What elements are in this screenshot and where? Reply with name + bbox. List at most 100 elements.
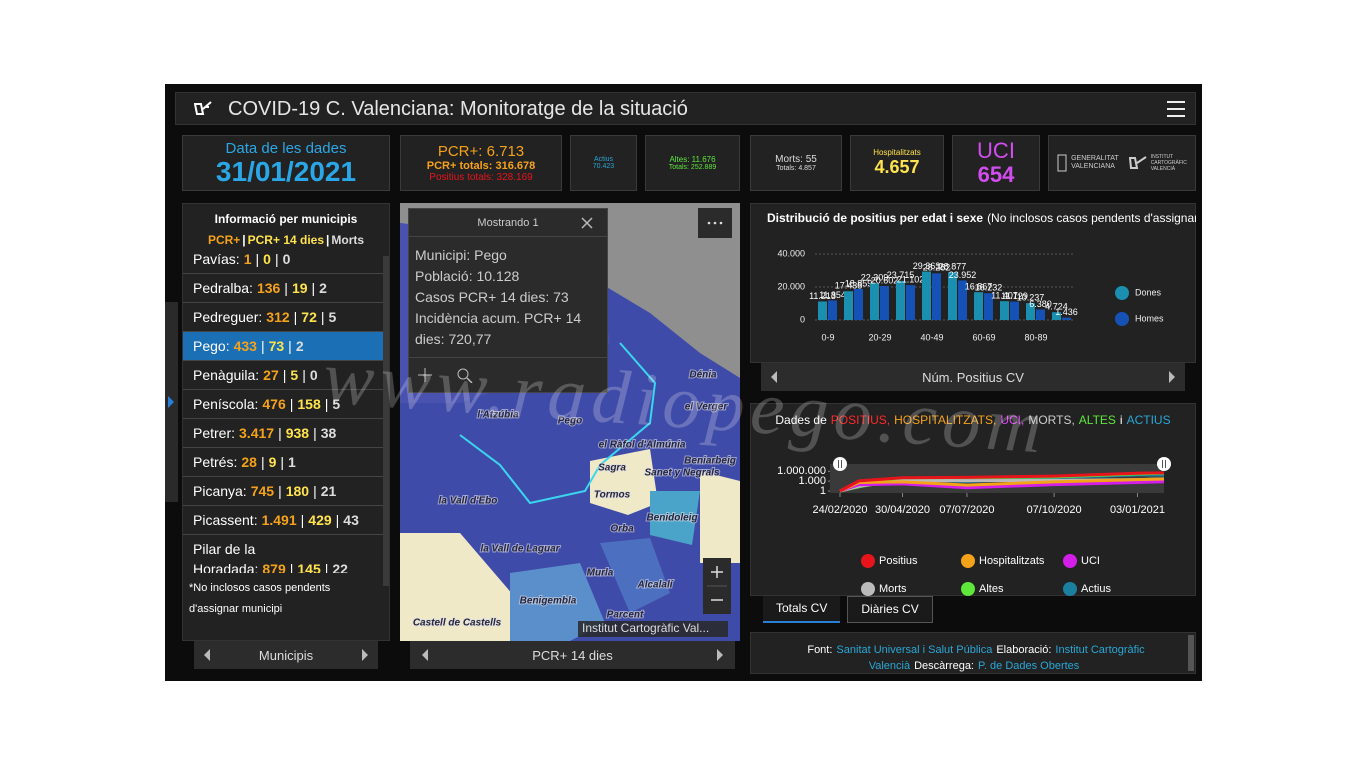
morts-total: Totals: 4.857 [776,165,816,172]
altes-today: Altes: 11.676 [669,155,716,164]
menu-button[interactable] [1166,100,1186,118]
value-label: 28.282 [923,263,951,273]
map-label: Alcalalí [636,580,673,591]
chart-title-main: Distribució de positius per edat i sexe [767,211,983,225]
separator: | [280,454,285,470]
legend-marker [1115,286,1129,300]
hosp-value: 4.657 [874,157,920,177]
municipalities-footer: Municipis [194,641,378,669]
bar [1052,312,1061,320]
deaths-value: 21 [320,483,337,499]
map-label: la Vall de Laguar [480,544,560,555]
next-button[interactable] [362,649,368,661]
municipality-name: Pilar de la Horadada: [193,541,259,573]
popup-line: Població: 10.128 [415,268,520,284]
title-part: HOSPITALITZATS, [894,413,996,427]
separator: | [278,483,282,499]
value-label: 11.407 [991,291,1018,301]
prev-button[interactable] [422,649,428,661]
municipality-row[interactable]: Picassent: 1.491 | 429 | 43 [183,506,383,535]
uci-label: UCI [977,138,1015,163]
slider-handle[interactable] [833,457,847,471]
map[interactable]: Dénia el Verger l'Atzúbia Pego el Ràfol d'Al… [400,203,740,641]
value-label: 16.232 [975,283,1003,293]
gva-text: GENERALITAT VALENCIANA [1071,155,1119,171]
actius-card: Actius 70.423 [570,135,637,191]
pcr-value: 879 [262,561,286,573]
scrollbar[interactable] [383,256,389,586]
municipality-row[interactable]: Pedralba: 136 | 19 | 2 [183,274,383,303]
municipality-row[interactable]: Pedreguer: 312 | 72 | 5 [183,303,383,332]
municipality-row[interactable]: Picanya: 745 | 180 | 21 [183,477,383,506]
next-button[interactable] [1169,371,1175,383]
y-tick-label: 1.000.000 [777,465,826,477]
value-label: 1.436 [1055,307,1078,317]
value-label: 6.380 [1029,299,1052,309]
more-button[interactable] [698,208,732,238]
municipality-row[interactable]: Petrés: 28 | 9 | 1 [183,448,383,477]
source-link[interactable]: Sanitat Universal i Salut Pública [836,644,993,656]
pcr14-value: 9 [268,454,277,470]
municipality-row[interactable]: Pavías: 1 | 0 | 0 [183,251,383,274]
municipalities-title: Informació per municipis [214,212,358,226]
municipality-name: Pego: [193,338,230,354]
municipality-name: Petrés: [193,454,238,470]
deaths-value: 0 [309,367,318,383]
side-tab-arrow [168,396,174,408]
pcr-value: 136 [256,280,281,296]
separator: | [313,483,317,499]
tab[interactable]: Diàries CV [847,596,933,623]
map-label: la Vall d'Ebo [439,496,498,507]
legend-label: Morts [879,583,907,595]
bar [984,293,993,320]
value-label: 4.724 [1045,302,1068,312]
app-title: COVID-19 C. Valenciana: Monitoratge de l… [228,98,688,120]
source-link[interactable]: Institut Cartogràfic Valencià [868,644,1145,672]
slider-grip [838,460,842,468]
pcr14-value: 180 [285,483,310,499]
municipality-name: Peníscola: [193,396,259,412]
date-card: Data de les dades 31/01/2021 [182,135,390,191]
next-button[interactable] [717,649,723,661]
icv-icon [1128,156,1147,169]
tab[interactable]: Totals CV [763,596,841,623]
bar-chart: Distribució de positius per edat i sexe (… [767,211,1196,342]
source-link[interactable]: P. de Dades Obertes [978,660,1080,672]
municipality-row[interactable]: Penàguila: 27 | 5 | 0 [183,361,383,390]
value-label: 18.859 [845,278,873,288]
deaths-value: 0 [282,251,291,267]
municipality-row[interactable]: Pilar de la Horadada: 879 | 145 | 22 [183,535,383,573]
popup-tools[interactable] [417,367,477,383]
legend-label: Actius [1081,583,1111,595]
x-tick-label: 0-9 [821,332,834,342]
value-label: 28.877 [939,262,967,272]
slider-handle[interactable] [1157,457,1171,471]
source-panel: Font: Sanitat Universal i Salut Pública El… [750,632,1196,674]
zoom-control[interactable] [703,558,731,614]
positives-total: Positius totals: 328.169 [429,172,533,183]
bar [854,288,863,320]
legend-label: Hospitalitzats [979,555,1045,567]
header-bar: COVID-19 C. Valenciana: Monitoratge de l… [175,92,1196,125]
municipality-row[interactable]: Peníscola: 476 | 158 | 5 [183,390,383,419]
prev-button[interactable] [204,649,210,661]
chart-subtitle: (No inclosos casos pendents d'assignar) [987,211,1196,225]
pcr14-value: 19 [291,280,308,296]
tabs: Totals CV Diàries CV [763,596,933,623]
separator: | [289,396,294,412]
deaths-value: 38 [320,425,337,441]
prev-button[interactable] [771,371,777,383]
side-tab[interactable] [165,302,178,502]
title-part: i [1120,413,1123,427]
morts-card: Morts: 55 Totals: 4.857 [750,135,842,191]
popup-close[interactable] [581,217,593,229]
map-label: Sagra [598,463,626,474]
municipality-row[interactable]: Pego: 433 | 73 | 2 [183,332,383,361]
popup-line: Casos PCR+ 14 dies: 73 [415,289,569,305]
municipality-row[interactable]: Petrer: 3.417 | 938 | 38 [183,419,383,448]
scrollbar[interactable] [1188,635,1194,671]
pcr-value: 1.491 [261,512,297,528]
municipality-name: Picassent: [193,512,258,528]
deaths-value: 5 [328,309,337,325]
separator: | [324,396,329,412]
